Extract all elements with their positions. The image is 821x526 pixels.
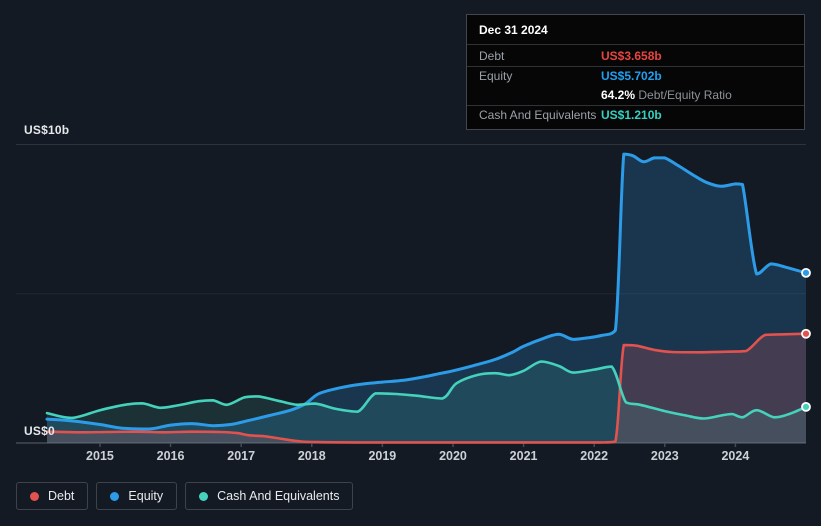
tooltip-debt-label: Debt: [479, 49, 505, 63]
tooltip-equity-row: Equity US$5.702b: [467, 67, 804, 86]
tooltip-cash-label: Cash And Equivalents: [479, 108, 597, 122]
tooltip-debt-row: Debt US$3.658b: [467, 45, 804, 67]
legend-label-debt: Debt: [48, 489, 75, 503]
equity-swatch-icon: [110, 491, 120, 501]
tooltip-cash-value: US$1.210b: [601, 108, 662, 122]
x-axis-label-2019: 2019: [368, 449, 397, 463]
line-equity: [45, 152, 808, 431]
marker-cash-and-equivalents: [801, 401, 811, 412]
legend-item-cash[interactable]: Cash And Equivalents: [185, 482, 354, 510]
x-axis-label-2021: 2021: [509, 449, 538, 463]
tooltip-ratio-label: Debt/Equity Ratio: [638, 88, 732, 102]
x-axis-label-2020: 2020: [439, 449, 467, 463]
x-axis-label-2023: 2023: [650, 449, 679, 463]
chart-legend: Debt Equity Cash And Equivalents: [16, 482, 354, 510]
y-axis-zero-label: US$0: [24, 424, 55, 438]
marker-debt: [801, 328, 811, 339]
x-axis-label-2017: 2017: [227, 449, 256, 463]
line-cash-and-equivalents: [45, 360, 808, 420]
x-axis-label-2024: 2024: [721, 449, 750, 463]
debt-swatch-icon: [30, 491, 39, 501]
marker-equity: [801, 267, 811, 278]
tooltip-ratio-value: 64.2%: [601, 88, 636, 102]
legend-label-equity: Equity: [128, 489, 164, 503]
legend-label-cash: Cash And Equivalents: [217, 489, 340, 503]
x-axis-label-2018: 2018: [297, 449, 326, 463]
tooltip-debt-value: US$3.658b: [601, 49, 662, 63]
tooltip-date: Dec 31 2024: [467, 15, 804, 45]
tooltip-equity-value: US$5.702b: [601, 69, 662, 83]
legend-item-equity[interactable]: Equity: [96, 482, 178, 510]
tooltip-equity-label: Equity: [479, 69, 513, 83]
legend-item-debt[interactable]: Debt: [16, 482, 89, 510]
x-axis-label-2015: 2015: [86, 449, 114, 463]
x-axis-label-2016: 2016: [156, 449, 185, 463]
line-debt: [45, 332, 808, 444]
area-equity: [47, 154, 806, 443]
y-axis-max-label: US$10b: [24, 123, 70, 137]
x-axis-label-2022: 2022: [580, 449, 609, 463]
tooltip-ratio-row: 64.2% Debt/Equity Ratio: [467, 86, 804, 106]
tooltip-cash-row: Cash And Equivalents US$1.210b: [467, 106, 804, 129]
chart-tooltip: Dec 31 2024 Debt US$3.658b Equity US$5.7…: [466, 14, 805, 130]
cash-swatch-icon: [199, 491, 209, 501]
